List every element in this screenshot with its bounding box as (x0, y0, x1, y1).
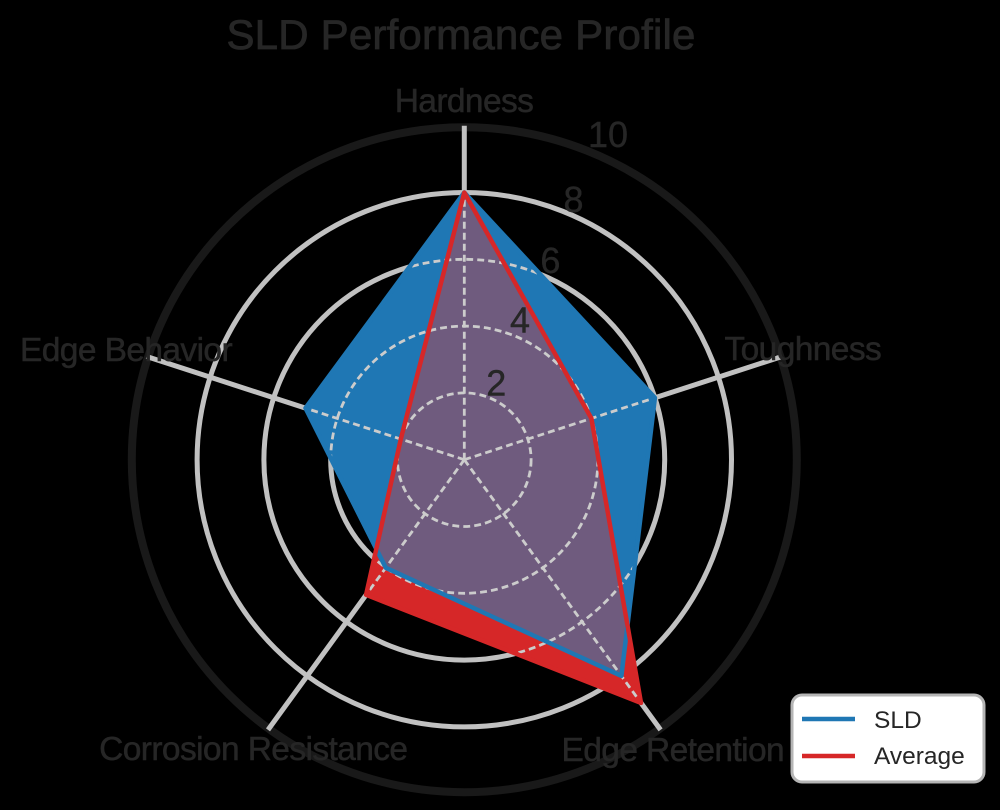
svg-text:Corrosion Resistance: Corrosion Resistance (99, 731, 407, 768)
svg-text:SLD Performance Profile: SLD Performance Profile (226, 11, 695, 58)
svg-text:6: 6 (540, 240, 560, 281)
svg-text:4: 4 (510, 300, 530, 341)
svg-text:Toughness: Toughness (725, 331, 882, 368)
svg-text:Edge Retention: Edge Retention (562, 732, 785, 769)
svg-text:Average: Average (874, 743, 965, 770)
svg-text:10: 10 (588, 114, 628, 155)
svg-text:Edge Behavior: Edge Behavior (20, 332, 232, 369)
svg-text:2: 2 (486, 363, 506, 404)
svg-text:SLD: SLD (874, 707, 922, 734)
svg-text:Hardness: Hardness (395, 83, 534, 120)
svg-text:8: 8 (563, 179, 583, 220)
